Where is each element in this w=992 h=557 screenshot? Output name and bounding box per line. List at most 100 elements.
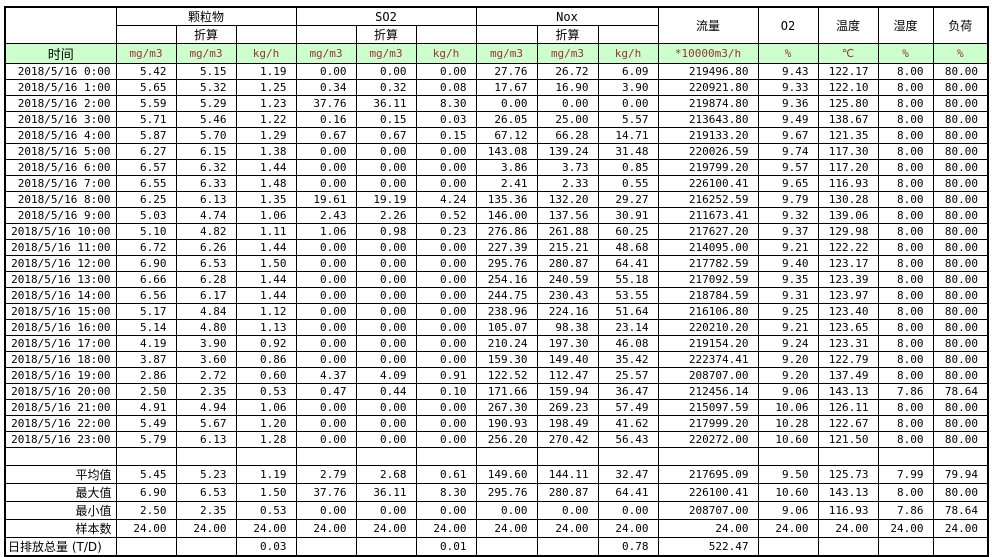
cell-col14: 80.00 <box>932 255 989 272</box>
cell-col9: 0.78 <box>597 537 659 557</box>
cell-col2: 5.15 <box>175 63 237 80</box>
cell-col3: 0.53 <box>235 501 297 520</box>
cell-col11: 9.74 <box>757 143 819 160</box>
cell-col8: 280.87 <box>536 255 599 272</box>
cell-col13 <box>877 537 934 557</box>
cell-col1: 6.25 <box>115 191 177 208</box>
cell-col8: 270.42 <box>536 431 599 448</box>
cell-col12: 123.65 <box>817 319 879 336</box>
cell-col11: 10.60 <box>757 483 819 502</box>
cell-col5: 2.26 <box>355 207 417 224</box>
cell-col4: 0.00 <box>295 239 357 256</box>
cell-col3 <box>235 447 297 466</box>
cell-col7: 244.75 <box>475 287 538 304</box>
cell-col5 <box>355 537 417 557</box>
cell-col5: 0.44 <box>355 383 417 400</box>
cell-col1: 5.71 <box>115 111 177 128</box>
cell-col5: 2.68 <box>355 465 417 484</box>
cell-col11: 9.43 <box>757 63 819 80</box>
cell-col12: 122.22 <box>817 239 879 256</box>
table-row: 2018/5/16 9:00 5.03 4.74 1.06 2.43 2.26 0.52 14… <box>4 207 989 224</box>
cell-col13: 8.00 <box>877 239 934 256</box>
cell-col14: 78.64 <box>932 383 989 400</box>
cell-col11: 9.20 <box>757 351 819 368</box>
cell-col6: 0.00 <box>415 303 477 320</box>
cell-col6: 0.00 <box>415 63 477 80</box>
cell-col12: 123.40 <box>817 303 879 320</box>
cell-col2: 4.84 <box>175 303 237 320</box>
cell-col10: 215097.59 <box>657 399 759 416</box>
cell-col1: 6.72 <box>115 239 177 256</box>
cell-col12: 126.11 <box>817 399 879 416</box>
cell-col7: 149.60 <box>475 465 538 484</box>
time-cell: 2018/5/16 17:00 <box>4 335 117 352</box>
table-row: 2018/5/16 21:00 4.91 4.94 1.06 0.00 0.00 0.00 2… <box>4 399 989 416</box>
cell-col9: 0.85 <box>597 159 659 176</box>
cell-col10: 226100.41 <box>657 175 759 192</box>
cell-col6 <box>415 447 477 466</box>
cell-col3: 1.06 <box>235 399 297 416</box>
cell-col2: 5.32 <box>175 79 237 96</box>
cell-col6: 8.30 <box>415 483 477 502</box>
cell-col5: 36.11 <box>355 483 417 502</box>
cell-col6: 0.00 <box>415 287 477 304</box>
cell-col2: 6.26 <box>175 239 237 256</box>
cell-col10: 220026.59 <box>657 143 759 160</box>
time-cell: 2018/5/16 11:00 <box>4 239 117 256</box>
unit-nox-mgm3: mg/m3 <box>475 43 538 64</box>
cell-col4: 0.00 <box>295 319 357 336</box>
cell-col1: 5.79 <box>115 431 177 448</box>
cell-col8: 197.30 <box>536 335 599 352</box>
cell-col4: 2.43 <box>295 207 357 224</box>
cell-col2: 6.17 <box>175 287 237 304</box>
cell-col5: 0.00 <box>355 335 417 352</box>
cell-col4 <box>295 537 357 557</box>
table-row: 2018/5/16 4:00 5.87 5.70 1.29 0.67 0.67 0.15 67… <box>4 127 989 144</box>
cell-col9: 64.41 <box>597 255 659 272</box>
cell-col3: 1.44 <box>235 271 297 288</box>
cell-col8: 0.00 <box>536 501 599 520</box>
cell-col6: 0.00 <box>415 255 477 272</box>
cell-col3: 1.12 <box>235 303 297 320</box>
cell-col11: 9.21 <box>757 319 819 336</box>
cell-col14: 80.00 <box>932 175 989 192</box>
cell-col1 <box>115 537 177 557</box>
total-label: 日排放总量 (T/D) <box>4 537 117 557</box>
cell-col11: 9.50 <box>757 465 819 484</box>
cell-col8: 139.24 <box>536 143 599 160</box>
cell-col7: 135.36 <box>475 191 538 208</box>
cell-col9: 46.08 <box>597 335 659 352</box>
cell-col7: 17.67 <box>475 79 538 96</box>
group-header-nox: Nox <box>475 6 659 26</box>
cell-col12: 130.28 <box>817 191 879 208</box>
unit-temp: ℃ <box>817 43 879 64</box>
cell-col5: 0.00 <box>355 415 417 432</box>
cell-col8: 2.33 <box>536 175 599 192</box>
report-table-body: 2018/5/16 0:00 5.42 5.15 1.19 0.00 0.00 0.00 27… <box>4 63 989 557</box>
report-table: 颗粒物 SO2 Nox 流量 O2 温度 湿度 负荷 折算 折算 折算 时间 m… <box>4 6 989 557</box>
cell-col11: 9.06 <box>757 501 819 520</box>
cell-col10: 211673.41 <box>657 207 759 224</box>
table-row: 2018/5/16 2:00 5.59 5.29 1.23 37.76 36.11 8.30… <box>4 95 989 112</box>
cell-col4: 0.00 <box>295 415 357 432</box>
cell-col9: 56.43 <box>597 431 659 448</box>
time-cell: 2018/5/16 9:00 <box>4 207 117 224</box>
cell-col4: 0.00 <box>295 303 357 320</box>
summary-row: 最大值 6.90 6.53 1.50 37.76 36.11 8.30 295.76 280.8… <box>4 483 989 502</box>
cell-col11: 9.06 <box>757 383 819 400</box>
cell-col1: 5.03 <box>115 207 177 224</box>
cell-col3: 1.44 <box>235 239 297 256</box>
cell-col8: 280.87 <box>536 483 599 502</box>
cell-col10: 208707.00 <box>657 367 759 384</box>
unit-pm-kgh: kg/h <box>235 43 297 64</box>
cell-col5: 0.00 <box>355 399 417 416</box>
cell-col4: 19.61 <box>295 191 357 208</box>
cell-col12: 138.67 <box>817 111 879 128</box>
cell-col1: 2.86 <box>115 367 177 384</box>
cell-col13: 8.00 <box>877 63 934 80</box>
cell-col10: 219874.80 <box>657 95 759 112</box>
time-cell: 2018/5/16 8:00 <box>4 191 117 208</box>
cell-col1: 6.55 <box>115 175 177 192</box>
unit-humidity: % <box>877 43 934 64</box>
cell-col3: 1.28 <box>235 431 297 448</box>
